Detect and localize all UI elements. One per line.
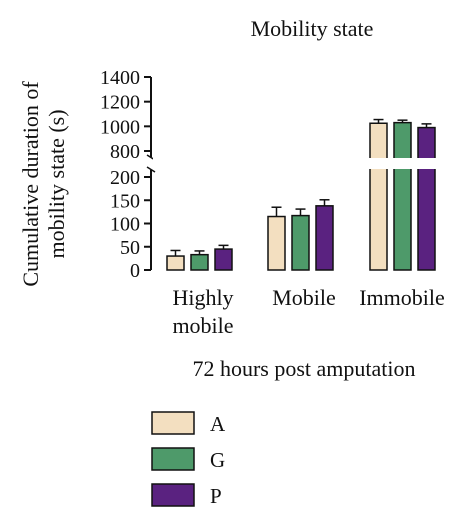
y-tick-label: 200	[110, 167, 140, 189]
y-tick-label: 1400	[100, 67, 140, 89]
bar-G-1	[291, 214, 310, 271]
y-axis-label-line: Cumulative duration of	[18, 81, 43, 287]
bar-P-2	[417, 126, 436, 271]
x-tick-label: Highly	[172, 285, 233, 310]
axis-break-gap	[153, 158, 473, 169]
y-tick-label: 1200	[100, 92, 140, 114]
y-tick-label: 50	[120, 237, 140, 259]
y-tick-label: 150	[110, 190, 140, 212]
y-tick-label: 100	[110, 214, 140, 236]
legend-label-G: G	[210, 448, 225, 472]
bar-P-0	[214, 248, 233, 271]
y-tick-label: 0	[130, 260, 140, 282]
y-axis-label: Cumulative duration of mobility state (s)	[18, 81, 69, 287]
axis-break-mark	[146, 166, 156, 173]
chart-title: Mobility state	[251, 16, 374, 41]
bar-G-0	[190, 253, 209, 271]
x-axis-tick-labels: Highly mobile Mobile Immobile	[172, 285, 444, 338]
x-axis-label: 72 hours post amputation	[192, 356, 415, 381]
y-tick-label: 1000	[100, 116, 140, 138]
y-tick-label: 800	[110, 141, 140, 163]
bar-A-0	[166, 255, 185, 271]
legend-label-A: A	[210, 412, 226, 436]
legend-swatch-A	[151, 411, 195, 435]
legend-swatch-G	[151, 447, 195, 471]
bar-A-1	[267, 215, 286, 271]
y-axis-label-line: mobility state (s)	[44, 109, 69, 258]
bar-P-1	[315, 205, 334, 271]
legend-label-P: P	[210, 484, 222, 508]
x-tick-label: Mobile	[272, 285, 336, 310]
legend-swatch-P	[151, 483, 195, 507]
bar-A-2	[369, 122, 388, 271]
x-tick-label: mobile	[172, 313, 233, 338]
bar-G-2	[393, 121, 412, 271]
x-tick-label: Immobile	[359, 285, 445, 310]
y-axis	[146, 77, 156, 270]
legend: AGP	[151, 411, 226, 508]
bars	[153, 118, 473, 271]
